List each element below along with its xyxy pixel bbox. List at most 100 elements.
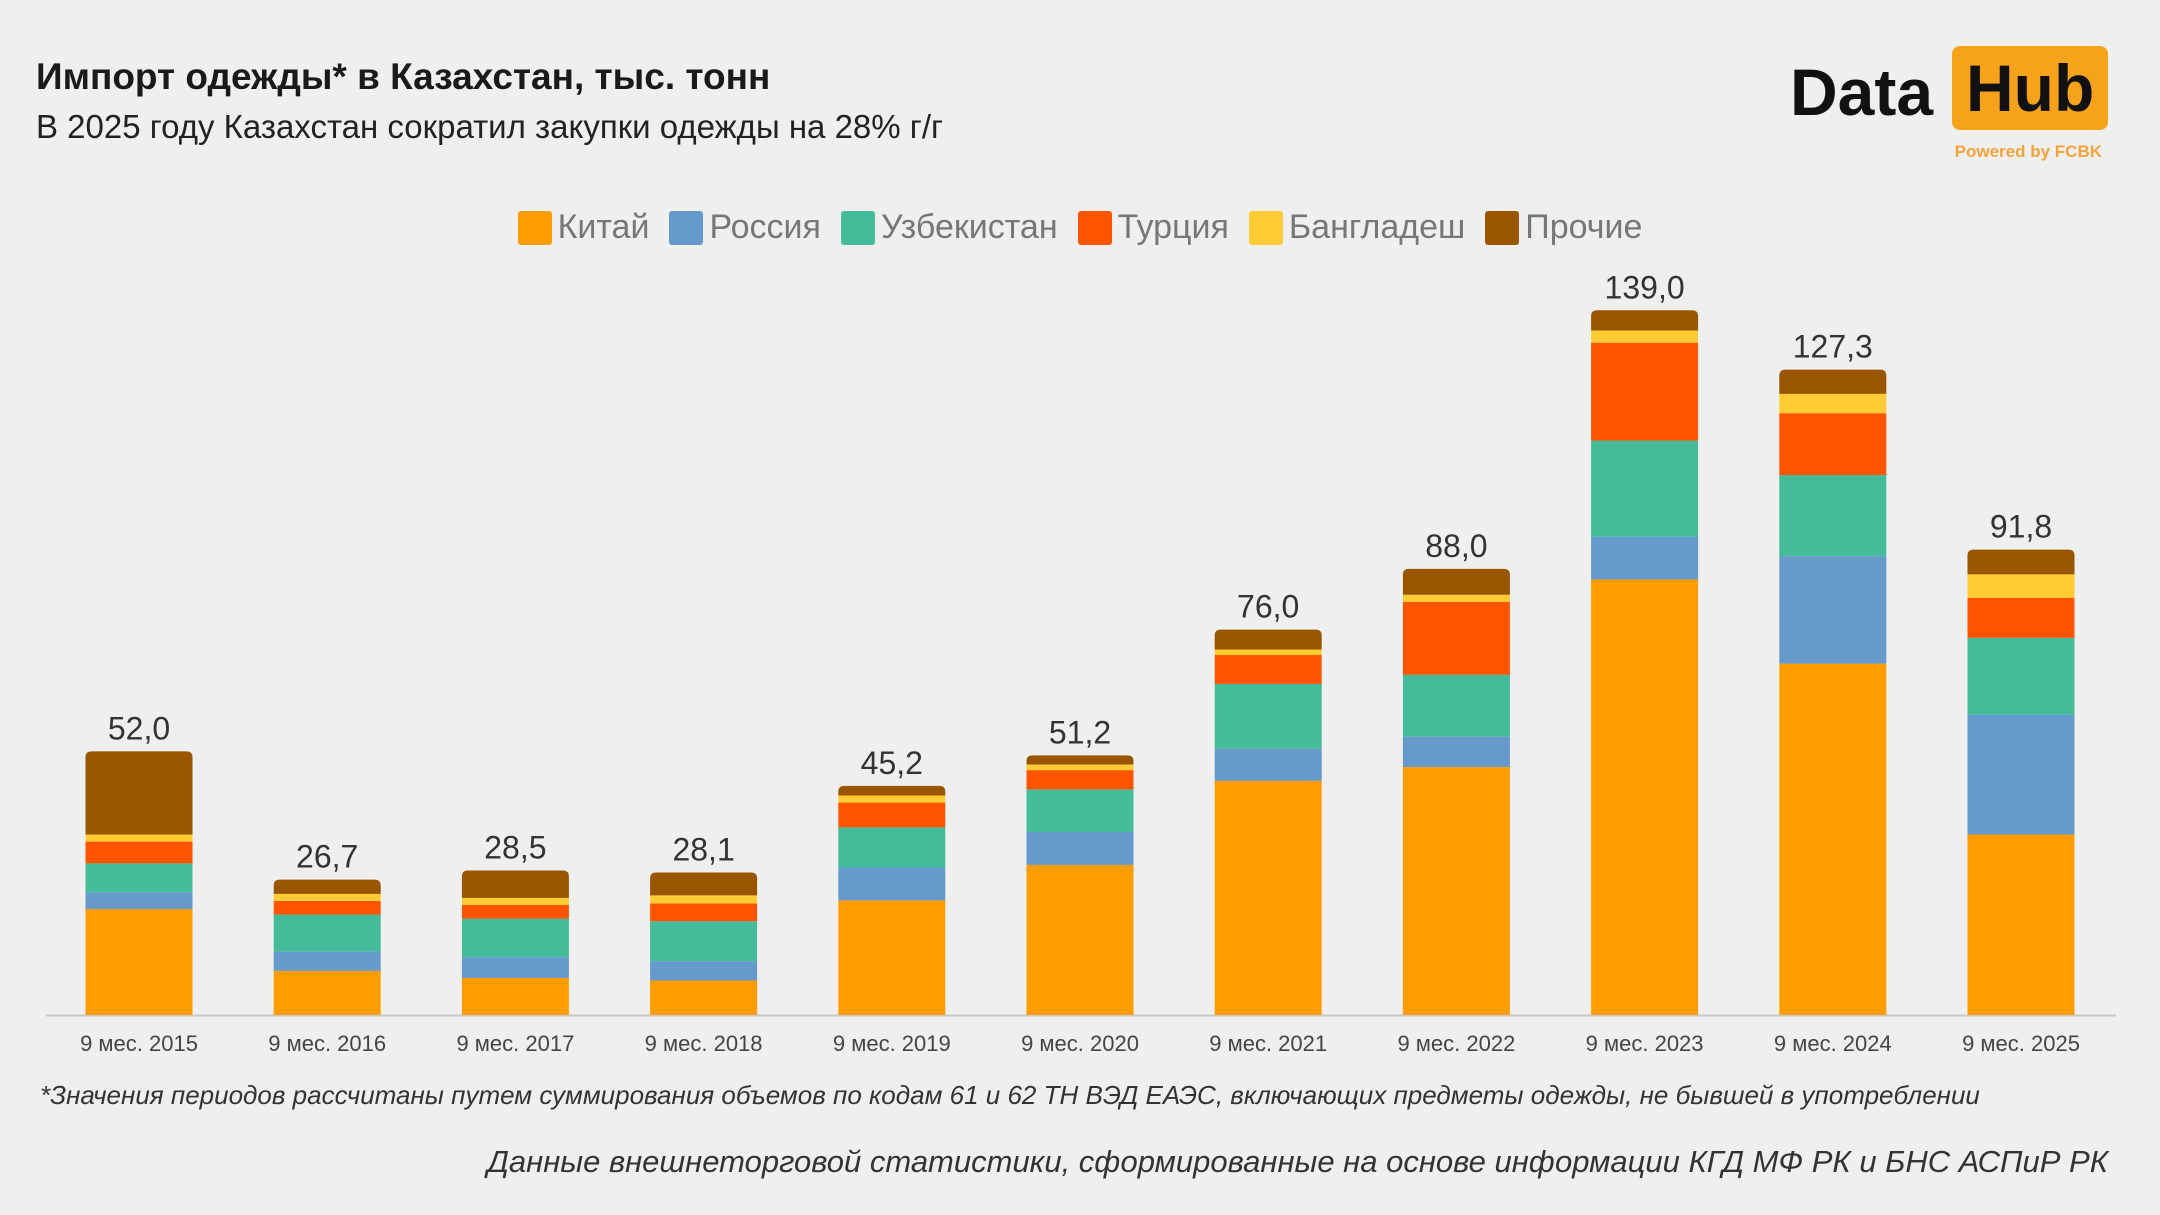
legend-item: Узбекистан — [840, 208, 1058, 247]
total-label: 45,2 — [861, 745, 923, 781]
bar-segment — [1967, 574, 2075, 598]
x-tick-label: 9 мес. 2016 — [268, 1031, 386, 1056]
bar-segment — [461, 918, 569, 958]
legend-label: Узбекистан — [880, 208, 1058, 246]
bar-segment — [650, 961, 758, 981]
logo-text-hub: Hub — [1952, 46, 2109, 130]
bar-segment — [461, 897, 569, 905]
bar-segment — [1214, 649, 1322, 656]
bar-segment — [650, 872, 758, 896]
legend-swatch — [517, 210, 552, 245]
bar-segment — [1779, 556, 1887, 664]
legend-item: Прочие — [1485, 208, 1642, 247]
bar-segment — [1967, 637, 2075, 715]
x-tick-label: 9 мес. 2019 — [833, 1031, 951, 1056]
bar-segment — [1026, 831, 1134, 865]
bar-segment — [1026, 770, 1134, 790]
bar-segment — [85, 751, 193, 835]
bar-segment — [1591, 579, 1699, 1015]
x-tick-label: 9 мес. 2017 — [456, 1031, 574, 1056]
bar-segment — [461, 904, 569, 919]
datahub-logo: Data Hub Powered by FCBK — [1790, 44, 2110, 164]
bar-segment — [1779, 413, 1887, 476]
bar-segment — [273, 893, 381, 901]
bar-segment — [85, 834, 193, 842]
legend-label: Бангладеш — [1288, 208, 1466, 246]
bar-segment — [85, 863, 193, 893]
bar-segment — [1967, 549, 2075, 575]
bar-segment — [273, 951, 381, 971]
legend-label: Китай — [557, 208, 650, 246]
total-label: 51,2 — [1049, 714, 1111, 750]
legend-swatch — [1485, 210, 1520, 245]
bar-segment — [1402, 674, 1510, 737]
total-label: 26,7 — [296, 839, 358, 875]
legend-item: Турция — [1077, 208, 1229, 247]
total-label: 76,0 — [1237, 589, 1299, 625]
bar-segment — [273, 914, 381, 952]
legend-swatch — [669, 210, 704, 245]
bar-segment — [1591, 440, 1699, 537]
bar-segment — [838, 827, 946, 868]
logo-tagline: Powered by FCBK — [1954, 142, 2102, 161]
x-tick-label: 9 мес. 2024 — [1774, 1031, 1892, 1056]
source-note: Данные внешнеторговой статистики, сформи… — [487, 1144, 2108, 1179]
chart-subtitle: В 2025 году Казахстан сократил закупки о… — [36, 108, 944, 145]
bar-segment — [650, 903, 758, 922]
bar-segment — [1026, 764, 1134, 771]
bar-segment — [85, 892, 193, 910]
bar-segment — [1779, 369, 1887, 394]
legend: Китай Россия Узбекистан Турция Бангладеш Проч… — [0, 208, 2160, 247]
bar-segment — [650, 980, 758, 1015]
bar-segment — [1402, 767, 1510, 1015]
legend-label: Турция — [1117, 208, 1229, 246]
x-tick-label: 9 мес. 2022 — [1397, 1031, 1515, 1056]
bar-segment — [650, 895, 758, 904]
bar-segment — [1591, 310, 1699, 331]
bar-segment — [1402, 594, 1510, 602]
bar-segment — [838, 802, 946, 828]
bar-segment — [1591, 342, 1699, 441]
total-label: 52,0 — [108, 710, 170, 746]
bar-segment — [1026, 789, 1134, 832]
total-label: 127,3 — [1793, 329, 1873, 365]
total-label: 139,0 — [1605, 269, 1685, 305]
legend-swatch — [1248, 210, 1283, 245]
bar-segment — [1214, 629, 1322, 650]
total-label: 88,0 — [1425, 528, 1487, 564]
legend-swatch — [840, 210, 875, 245]
bar-segment — [1402, 568, 1510, 595]
bar-segment — [1214, 748, 1322, 781]
x-tick-label: 9 мес. 2018 — [645, 1031, 763, 1056]
bar-segment — [273, 879, 381, 894]
bar-segment — [838, 900, 946, 1015]
bar-segment — [1402, 601, 1510, 675]
bar-segment — [1967, 597, 2075, 638]
bar-segment — [1214, 780, 1322, 1015]
x-tick-label: 9 мес. 2023 — [1586, 1031, 1704, 1056]
bar-segment — [85, 841, 193, 864]
bar-segment — [1779, 475, 1887, 557]
total-label: 28,1 — [672, 832, 734, 868]
bar-segment — [1591, 330, 1699, 343]
legend-item: Бангладеш — [1248, 208, 1466, 247]
bar-segment — [1967, 834, 2075, 1015]
bar-segment — [1779, 393, 1887, 414]
bar-segment — [273, 970, 381, 1015]
bar-segment — [650, 921, 758, 962]
bar-segment — [1779, 663, 1887, 1015]
bar-segment — [1026, 755, 1134, 765]
x-tick-label: 9 мес. 2025 — [1962, 1031, 2080, 1056]
legend-item: Китай — [517, 208, 650, 247]
x-tick-label: 9 мес. 2015 — [80, 1031, 198, 1056]
legend-label: Россия — [709, 208, 821, 246]
footnote: *Значения периодов рассчитаны путем сумм… — [40, 1080, 1980, 1110]
bar-segment — [1967, 714, 2075, 835]
bar-segment — [461, 870, 569, 898]
legend-swatch — [1077, 210, 1112, 245]
x-tick-label: 9 мес. 2020 — [1021, 1031, 1139, 1056]
legend-label: Прочие — [1525, 208, 1643, 246]
bar-segment — [1214, 683, 1322, 749]
legend-item: Россия — [669, 208, 821, 247]
